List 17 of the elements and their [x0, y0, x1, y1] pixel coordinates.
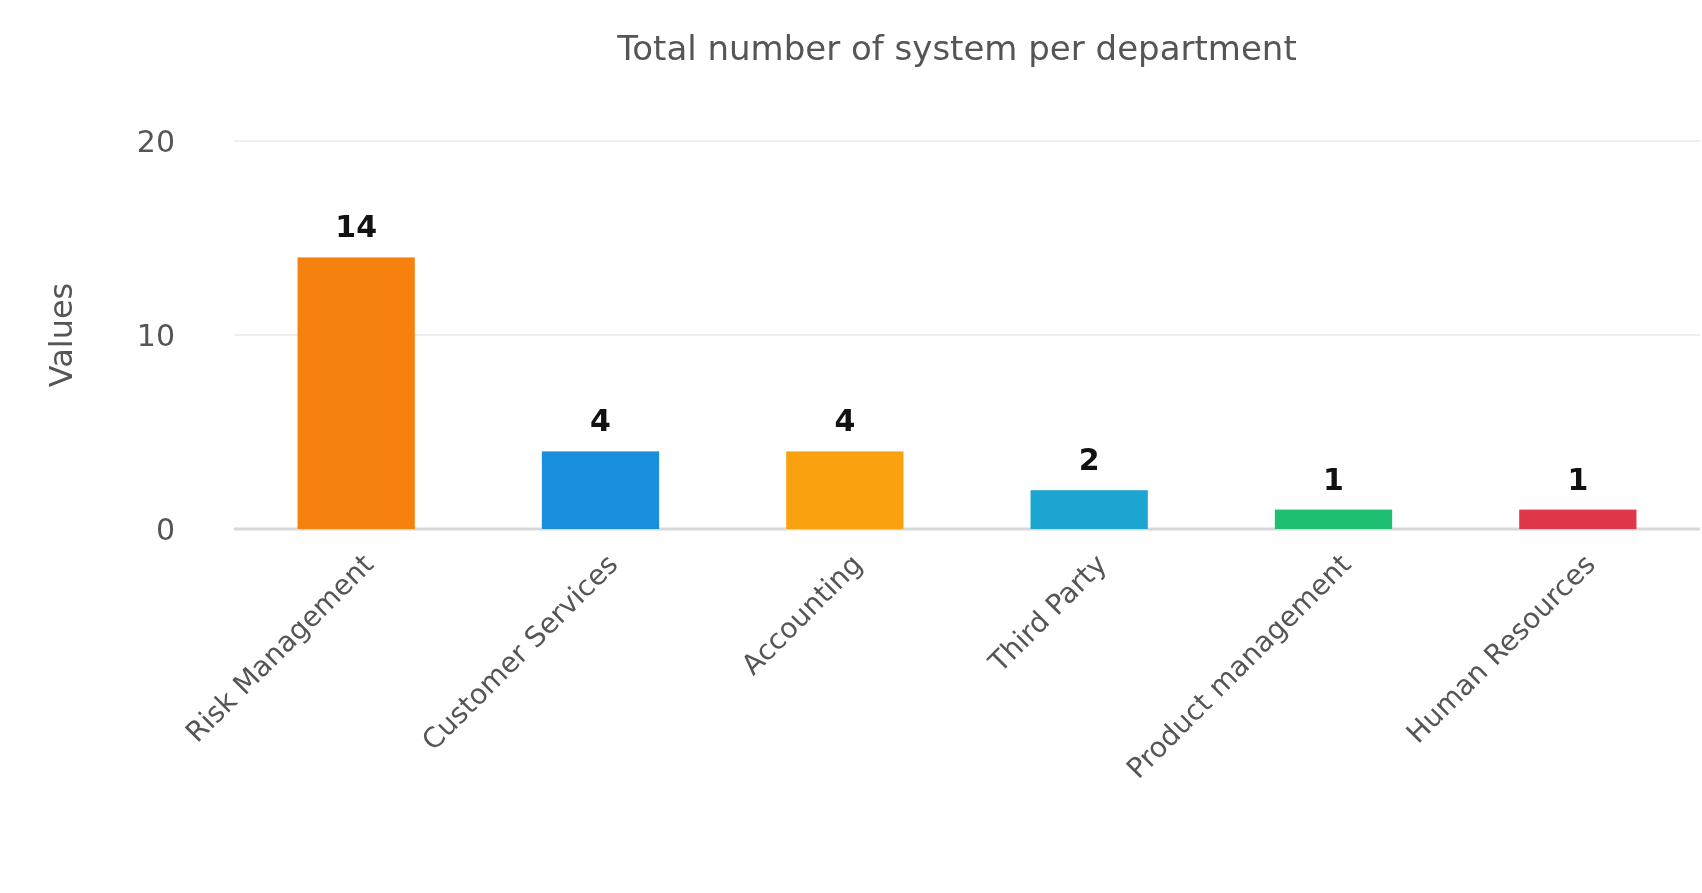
data-label: 1 — [1323, 461, 1344, 497]
bar — [1519, 509, 1637, 529]
y-axis-title: Values — [42, 282, 80, 388]
data-label: 4 — [834, 403, 856, 439]
bar — [1274, 509, 1393, 529]
data-label: 4 — [590, 403, 611, 439]
y-tick-label: 0 — [155, 511, 175, 547]
bar — [297, 257, 415, 529]
bar — [1030, 490, 1148, 529]
data-label: 2 — [1078, 442, 1100, 478]
data-label: 14 — [335, 209, 378, 245]
chart-title: Total number of system per department — [616, 28, 1297, 68]
y-tick-label: 10 — [136, 317, 175, 353]
bar — [786, 451, 904, 529]
data-label: 1 — [1567, 461, 1589, 497]
y-tick-label: 20 — [136, 123, 175, 159]
bar — [541, 451, 660, 529]
